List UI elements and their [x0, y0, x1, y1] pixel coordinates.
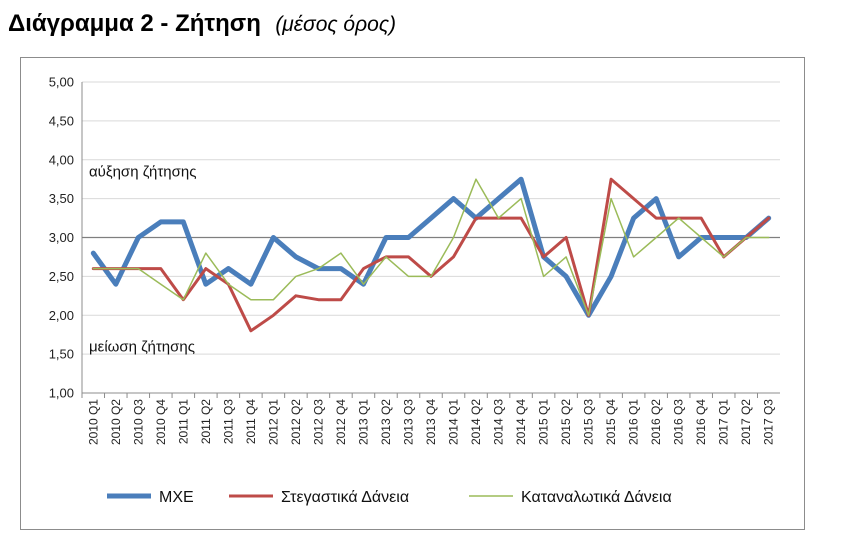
- series-line-1: [90, 176, 772, 318]
- x-tick-label: 2017 Q3: [762, 399, 776, 445]
- x-tick-label: 2010 Q4: [154, 399, 168, 445]
- x-tick-label: 2014 Q4: [514, 399, 528, 445]
- x-tick-label: 2014 Q1: [447, 399, 461, 445]
- legend-label-1: ΜΧΕ: [159, 489, 194, 506]
- x-tick-label: 2015 Q2: [559, 399, 573, 445]
- y-tick-label: 3,00: [49, 230, 74, 245]
- x-tick-label: 2016 Q1: [627, 399, 641, 445]
- annotation-increase: αύξηση ζήτησης: [89, 163, 196, 180]
- legend-label-2: Στεγαστικά Δάνεια: [281, 489, 409, 506]
- x-tick-label: 2012 Q4: [334, 399, 348, 445]
- x-tick-label: 2010 Q3: [131, 399, 145, 445]
- y-tick-label: 2,00: [49, 308, 74, 323]
- y-tick-label: 2,50: [49, 269, 74, 284]
- legend-label-3: Καταναλωτικά Δάνεια: [521, 489, 672, 506]
- x-tick-label: 2012 Q3: [311, 399, 325, 445]
- x-tick-label: 2016 Q4: [694, 399, 708, 445]
- x-tick-label: 2012 Q2: [289, 399, 303, 445]
- x-tick-label: 2015 Q1: [537, 399, 551, 445]
- y-tick-label: 4,00: [49, 152, 74, 167]
- series-line-3: [92, 178, 770, 317]
- x-tick-label: 2011 Q3: [221, 399, 235, 444]
- annotation-decrease: μείωση ζήτησης: [89, 338, 195, 355]
- y-tick-label: 3,50: [49, 191, 74, 206]
- x-tick-label: 2010 Q2: [109, 399, 123, 445]
- x-tick-label: 2011 Q1: [176, 399, 190, 444]
- y-tick-label: 5,00: [49, 75, 74, 90]
- x-tick-label: 2012 Q1: [266, 399, 280, 445]
- x-tick-label: 2016 Q3: [672, 399, 686, 445]
- x-tick-label: 2013 Q4: [424, 399, 438, 445]
- chart-title: Διάγραμμα 2 - Ζήτηση: [8, 10, 261, 37]
- chart-frame: 1,00 1,50 2,00 2,50 3,00 3,50 4,00 4,50 5,00 2010…: [20, 57, 805, 530]
- y-tick-label: 1,50: [49, 347, 74, 362]
- chart-subtitle: (μέσος όρος): [275, 13, 397, 36]
- x-tick-label: 2017 Q1: [717, 399, 731, 445]
- x-tick-label: 2017 Q2: [739, 399, 753, 445]
- x-tick-label: 2011 Q4: [244, 399, 258, 444]
- x-tick-label: 2014 Q2: [469, 399, 483, 445]
- x-tick-label: 2013 Q2: [379, 399, 393, 445]
- line-chart: 1,00 1,50 2,00 2,50 3,00 3,50 4,00 4,50 5,00 2010…: [49, 75, 780, 506]
- x-tick-label: 2010 Q1: [86, 399, 100, 445]
- y-tick-label: 1,00: [49, 386, 74, 401]
- x-tick-label: 2014 Q3: [492, 399, 506, 445]
- x-tick-label: 2013 Q3: [401, 399, 415, 445]
- y-tick-label: 4,50: [49, 113, 74, 128]
- x-tick-label: 2011 Q2: [199, 399, 213, 444]
- x-tick-label: 2015 Q3: [582, 399, 596, 445]
- chart-heading: Διάγραμμα 2 - Ζήτηση (μέσος όρος): [8, 10, 396, 44]
- x-tick-label: 2015 Q4: [604, 399, 618, 445]
- x-tick-label: 2013 Q1: [356, 399, 370, 445]
- x-tick-label: 2016 Q2: [649, 399, 663, 445]
